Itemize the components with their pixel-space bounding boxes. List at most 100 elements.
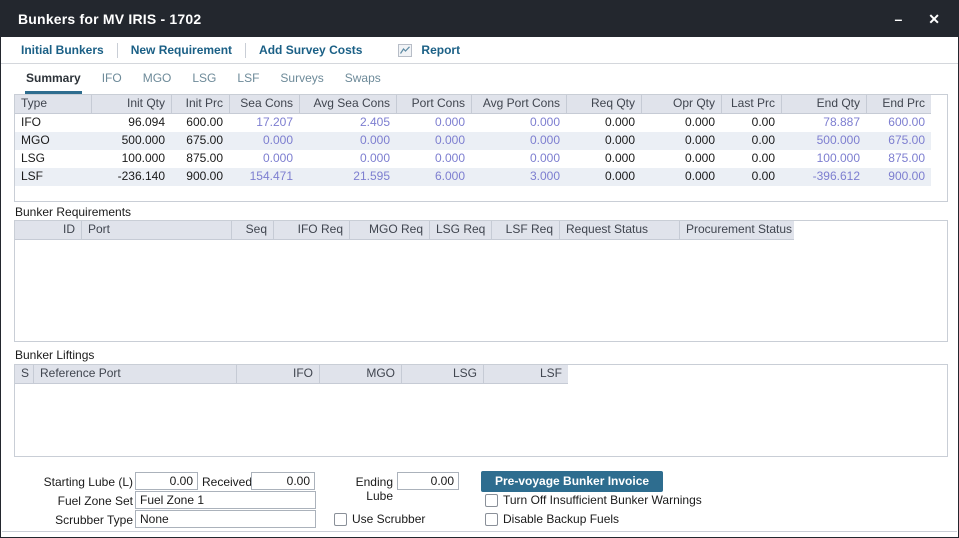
- table-row[interactable]: LSF -236.140 900.00 154.471 21.595 6.000…: [15, 168, 931, 186]
- tab-mgo[interactable]: MGO: [142, 71, 172, 85]
- column-header: Reference Port: [33, 365, 236, 383]
- init-qty-cell[interactable]: 100.000: [121, 151, 165, 165]
- received-field[interactable]: [251, 472, 315, 490]
- turn-off-warnings-checkbox[interactable]: Turn Off Insufficient Bunker Warnings: [485, 493, 702, 507]
- opr-qty-cell[interactable]: 0.000: [684, 151, 715, 165]
- init-prc-cell[interactable]: 875.00: [186, 151, 223, 165]
- last-prc-cell[interactable]: 0.00: [751, 151, 775, 165]
- footer-form: Starting Lube (L) Received Ending Lube P…: [1, 464, 958, 532]
- title-bar: Bunkers for MV IRIS - 1702 – ✕: [1, 1, 958, 37]
- column-header: LSG: [401, 365, 483, 383]
- init-prc-cell[interactable]: 600.00: [186, 115, 223, 129]
- fuel-type-cell: MGO: [21, 133, 50, 147]
- avg-sea-cons-cell: 0.000: [359, 151, 390, 165]
- ending-lube-field[interactable]: [397, 472, 459, 490]
- column-header: Avg Sea Cons: [299, 95, 396, 113]
- add-survey-costs-button[interactable]: Add Survey Costs: [259, 43, 363, 57]
- new-requirement-button[interactable]: New Requirement: [130, 43, 233, 57]
- init-prc-cell[interactable]: 675.00: [186, 133, 223, 147]
- tab-lsf[interactable]: LSF: [237, 71, 260, 85]
- end-prc-cell: 875.00: [888, 151, 925, 165]
- column-header: Last Prc: [721, 95, 781, 113]
- use-scrubber-checkbox[interactable]: Use Scrubber: [334, 512, 425, 526]
- liftings-grid-header: S Reference Port IFO MGO LSG LSF: [15, 365, 568, 384]
- received-label: Received: [202, 475, 253, 489]
- sea-cons-cell: 0.000: [262, 133, 293, 147]
- sea-cons-cell: 0.000: [262, 151, 293, 165]
- bunker-requirements-panel: ID Port Seq IFO Req MGO Req LSG Req LSF …: [14, 220, 948, 342]
- avg-port-cons-cell: 0.000: [529, 151, 560, 165]
- table-row[interactable]: LSG 100.000 875.00 0.000 0.000 0.000 0.0…: [15, 150, 931, 168]
- last-prc-cell[interactable]: 0.00: [751, 115, 775, 129]
- tab-swaps[interactable]: Swaps: [344, 71, 381, 85]
- init-qty-cell[interactable]: -236.140: [117, 169, 165, 183]
- tab-summary[interactable]: Summary: [25, 67, 82, 94]
- column-header: Init Prc: [171, 95, 229, 113]
- req-qty-cell[interactable]: 0.000: [604, 151, 635, 165]
- summary-grid-panel: Type Init Qty Init Prc Sea Cons Avg Sea …: [14, 94, 948, 202]
- column-header: MGO Req: [349, 221, 429, 239]
- tab-surveys[interactable]: Surveys: [280, 71, 324, 85]
- report-label: Report: [421, 43, 461, 57]
- starting-lube-field[interactable]: [135, 472, 198, 490]
- toolbar-separator: [116, 42, 118, 58]
- column-header: S: [21, 366, 30, 380]
- sea-cons-cell: 17.207: [256, 115, 293, 129]
- tab-bar: Summary IFO MGO LSG LSF Surveys Swaps: [1, 65, 958, 94]
- close-button[interactable]: ✕: [928, 11, 940, 27]
- liftings-empty-area: [15, 384, 947, 456]
- end-qty-cell: 78.887: [823, 115, 860, 129]
- bunker-liftings-label: Bunker Liftings: [15, 348, 95, 362]
- minimize-button[interactable]: –: [894, 11, 903, 27]
- report-button[interactable]: Report: [398, 43, 464, 57]
- window-title: Bunkers for MV IRIS - 1702: [18, 11, 202, 27]
- last-prc-cell[interactable]: 0.00: [751, 169, 775, 183]
- column-header: Req Qty: [566, 95, 641, 113]
- column-header: Opr Qty: [641, 95, 721, 113]
- requirements-empty-area: [15, 240, 947, 341]
- column-header: MGO: [319, 365, 401, 383]
- avg-port-cons-cell: 3.000: [529, 169, 560, 183]
- fuel-zone-set-label: Fuel Zone Set: [57, 494, 133, 508]
- avg-sea-cons-cell: 21.595: [353, 169, 390, 183]
- use-scrubber-label: Use Scrubber: [352, 512, 426, 526]
- footer-divider: [2, 531, 957, 532]
- init-qty-cell[interactable]: 500.000: [121, 133, 165, 147]
- starting-lube-label: Starting Lube (L): [43, 475, 133, 489]
- sea-cons-cell: 154.471: [249, 169, 293, 183]
- port-cons-cell: 0.000: [434, 151, 465, 165]
- port-cons-cell: 6.000: [434, 169, 465, 183]
- req-qty-cell[interactable]: 0.000: [604, 169, 635, 183]
- column-header: Avg Port Cons: [471, 95, 566, 113]
- summary-grid-header: Type Init Qty Init Prc Sea Cons Avg Sea …: [15, 95, 931, 114]
- bunker-requirements-label: Bunker Requirements: [15, 205, 132, 219]
- column-header: Procurement Status: [679, 221, 794, 239]
- column-header: End Prc: [866, 95, 931, 113]
- req-qty-cell[interactable]: 0.000: [604, 133, 635, 147]
- fuel-zone-set-field[interactable]: [135, 491, 316, 509]
- init-qty-cell[interactable]: 96.094: [128, 115, 165, 129]
- column-header: IFO: [236, 365, 319, 383]
- opr-qty-cell[interactable]: 0.000: [684, 169, 715, 183]
- last-prc-cell[interactable]: 0.00: [751, 133, 775, 147]
- table-row[interactable]: MGO 500.000 675.00 0.000 0.000 0.000 0.0…: [15, 132, 931, 150]
- line-chart-icon: [398, 43, 413, 57]
- checkbox-box: [485, 512, 498, 526]
- initial-bunkers-button[interactable]: Initial Bunkers: [21, 43, 104, 57]
- end-qty-cell: 100.000: [816, 151, 860, 165]
- tab-ifo[interactable]: IFO: [101, 71, 122, 85]
- bunker-liftings-panel: S Reference Port IFO MGO LSG LSF: [14, 364, 948, 457]
- prevoyage-bunker-invoice-button[interactable]: Pre-voyage Bunker Invoice: [481, 471, 664, 492]
- req-qty-cell[interactable]: 0.000: [604, 115, 635, 129]
- column-header: Port: [81, 221, 231, 239]
- init-prc-cell[interactable]: 900.00: [186, 169, 223, 183]
- opr-qty-cell[interactable]: 0.000: [684, 115, 715, 129]
- disable-backup-fuels-checkbox[interactable]: Disable Backup Fuels: [485, 512, 619, 526]
- opr-qty-cell[interactable]: 0.000: [684, 133, 715, 147]
- column-header: Init Qty: [91, 95, 171, 113]
- column-header: LSF Req: [491, 221, 559, 239]
- scrubber-type-field[interactable]: [135, 510, 316, 528]
- table-row[interactable]: IFO 96.094 600.00 17.207 2.405 0.000 0.0…: [15, 114, 931, 132]
- tab-lsg[interactable]: LSG: [192, 71, 217, 85]
